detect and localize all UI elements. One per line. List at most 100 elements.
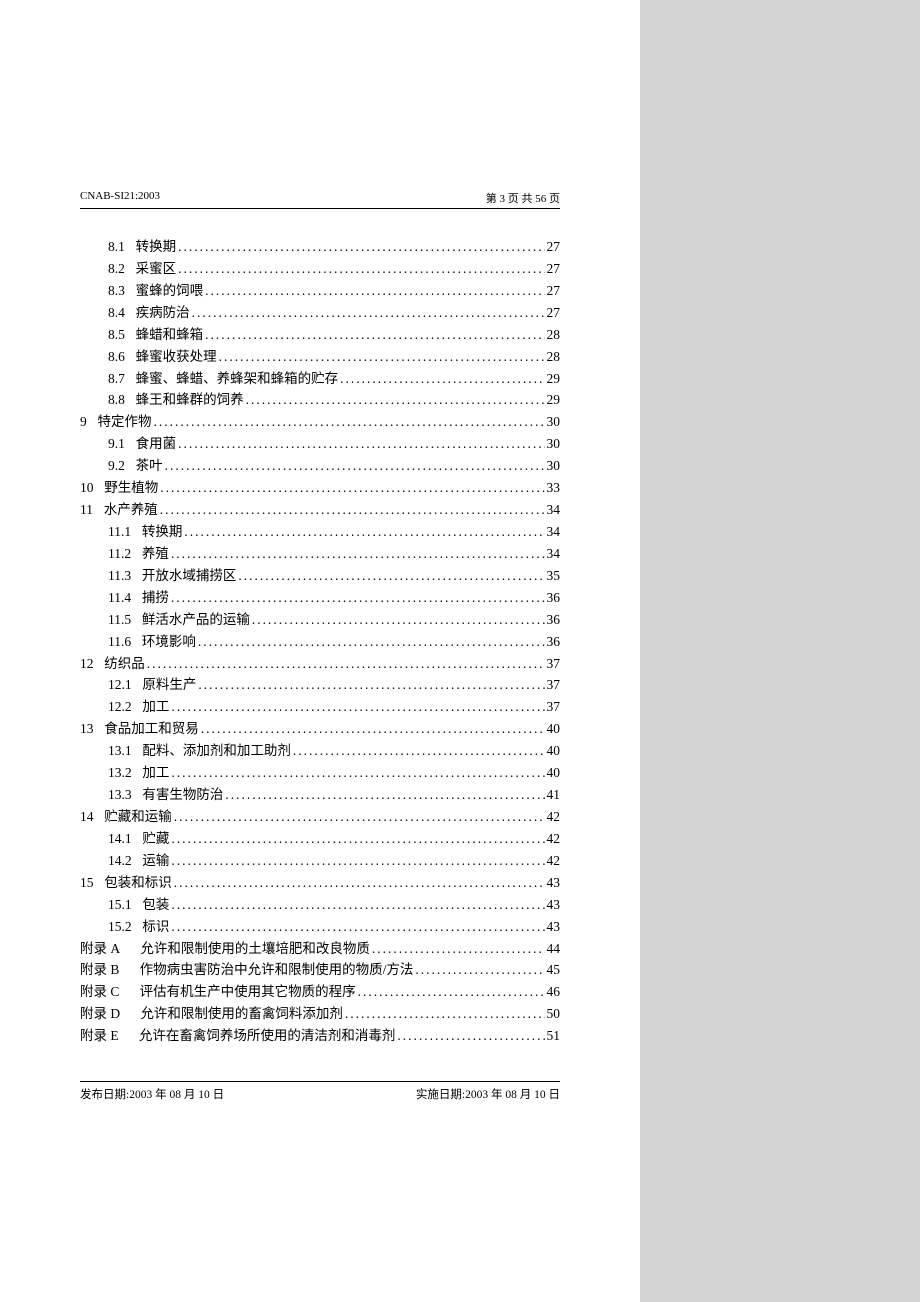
toc-entry-page: 42 [547, 807, 561, 828]
toc-leader-dots [174, 873, 545, 894]
toc-entry-page: 30 [547, 412, 561, 433]
toc-entry-number: 8.3 [108, 281, 125, 302]
toc-leader-dots [372, 939, 545, 960]
toc-entry-title: 加工 [142, 697, 169, 718]
toc-entry: 15.2标识43 [80, 917, 560, 938]
toc-entry: 11.4 捕捞 36 [80, 588, 560, 609]
toc-entry-page: 36 [547, 588, 561, 609]
toc-leader-dots [147, 654, 545, 675]
toc-entry-number: 12.2 [108, 697, 132, 718]
toc-leader-dots [184, 522, 544, 543]
toc-leader-dots [178, 259, 544, 280]
toc-entry-page: 33 [547, 478, 561, 499]
toc-entry-number: 13.3 [108, 785, 132, 806]
toc-entry-number: 8.8 [108, 390, 125, 411]
toc-entry-number: 11.6 [108, 632, 131, 653]
toc-entry-number: 14 [80, 807, 94, 828]
toc-entry-number: 8.5 [108, 325, 125, 346]
toc-entry: 附录 E允许在畜禽饲养场所使用的清洁剂和消毒剂51 [80, 1026, 560, 1047]
toc-entry-title: 包装 [142, 895, 169, 916]
toc-entry-title: 允许和限制使用的土壤培肥和改良物质 [140, 939, 370, 960]
toc-entry-title: 蜂蜡和蜂箱 [136, 325, 204, 346]
toc-entry-page: 37 [547, 697, 561, 718]
toc-entry: 11水产养殖34 [80, 500, 560, 521]
toc-entry: 12.2 加工 37 [80, 697, 560, 718]
toc-entry: 附录 D允许和限制使用的畜禽饲料添加剂50 [80, 1004, 560, 1025]
toc-entry: 11.3开放水域捕捞区35 [80, 566, 560, 587]
toc-entry-title: 采蜜区 [136, 259, 177, 280]
toc-leader-dots [205, 281, 544, 302]
document-page: CNAB-SI21:2003 第 3 页 共 56 页 8.1转换期278.2采… [0, 0, 640, 1302]
toc-leader-dots [293, 741, 545, 762]
toc-leader-dots [397, 1026, 544, 1047]
toc-entry: 9.1 食用菌 30 [80, 434, 560, 455]
toc-entry-title: 评估有机生产中使用其它物质的程序 [140, 982, 356, 1003]
toc-entry-title: 食品加工和贸易 [104, 719, 199, 740]
toc-entry-number: 11.4 [108, 588, 131, 609]
toc-entry-title: 开放水域捕捞区 [142, 566, 237, 587]
toc-entry: 附录 C评估有机生产中使用其它物质的程序46 [80, 982, 560, 1003]
toc-entry: 附录 A允许和限制使用的土壤培肥和改良物质44 [80, 939, 560, 960]
toc-entry-number: 15 [80, 873, 94, 894]
toc-leader-dots [340, 369, 544, 390]
toc-entry-page: 44 [547, 939, 561, 960]
toc-leader-dots [165, 456, 545, 477]
toc-entry-page: 30 [547, 434, 561, 455]
toc-leader-dots [238, 566, 544, 587]
toc-leader-dots [171, 851, 544, 872]
toc-entry-title: 环境影响 [142, 632, 196, 653]
toc-entry-number: 8.2 [108, 259, 125, 280]
toc-entry-page: 27 [547, 259, 561, 280]
toc-entry: 10野生植物33 [80, 478, 560, 499]
toc-entry-number: 附录 D [80, 1004, 120, 1025]
toc-entry: 13.2加工40 [80, 763, 560, 784]
toc-leader-dots [205, 325, 544, 346]
toc-entry-title: 食用菌 [136, 434, 177, 455]
toc-entry-number: 附录 E [80, 1026, 119, 1047]
toc-entry: 9.2茶叶30 [80, 456, 560, 477]
toc-entry-title: 水产养殖 [104, 500, 158, 521]
toc-entry-page: 50 [547, 1004, 561, 1025]
toc-entry-page: 42 [547, 829, 561, 850]
toc-entry-page: 27 [547, 281, 561, 302]
toc-entry-page: 37 [547, 675, 561, 696]
toc-leader-dots [358, 982, 545, 1003]
toc-entry-title: 疾病防治 [136, 303, 190, 324]
toc-entry-title: 茶叶 [136, 456, 163, 477]
toc-entry-page: 35 [547, 566, 561, 587]
toc-entry-title: 贮藏和运输 [104, 807, 172, 828]
toc-leader-dots [160, 500, 545, 521]
toc-entry-title: 包装和标识 [104, 873, 172, 894]
toc-entry-page: 43 [547, 895, 561, 916]
toc-entry-title: 捕捞 [142, 588, 169, 609]
toc-leader-dots [171, 895, 544, 916]
toc-entry: 11.2养殖34 [80, 544, 560, 565]
toc-entry-page: 46 [547, 982, 561, 1003]
toc-entry-page: 29 [547, 369, 561, 390]
toc-leader-dots [160, 478, 544, 499]
toc-entry: 13.3有害生物防治41 [80, 785, 560, 806]
toc-entry-page: 29 [547, 390, 561, 411]
toc-leader-dots [252, 610, 545, 631]
toc-leader-dots [246, 390, 545, 411]
toc-entry-number: 8.7 [108, 369, 125, 390]
toc-entry: 8.4疾病防治27 [80, 303, 560, 324]
toc-entry: 15.1包装43 [80, 895, 560, 916]
toc-entry-title: 蜂蜜、蜂蜡、养蜂架和蜂箱的贮存 [136, 369, 339, 390]
toc-entry: 11.1转换期34 [80, 522, 560, 543]
toc-entry-title: 纺织品 [104, 654, 145, 675]
publish-date: 发布日期:2003 年 08 月 10 日 [80, 1086, 224, 1102]
toc-entry: 12纺织品37 [80, 654, 560, 675]
toc-entry-number: 12.1 [108, 675, 132, 696]
toc-entry-number: 附录 B [80, 960, 119, 981]
toc-entry-number: 9.1 [108, 434, 125, 455]
toc-entry-page: 51 [547, 1026, 561, 1047]
toc-entry-page: 40 [547, 763, 561, 784]
toc-entry-title: 蜂王和蜂群的饲养 [136, 390, 244, 411]
toc-entry-page: 40 [547, 719, 561, 740]
page-number-info: 第 3 页 共 56 页 [486, 190, 560, 206]
table-of-contents: 8.1转换期278.2采蜜区278.3蜜蜂的饲喂278.4疾病防治278.5蜂蜡… [80, 237, 560, 1047]
toc-entry-page: 41 [547, 785, 561, 806]
toc-entry: 14.1贮藏42 [80, 829, 560, 850]
toc-entry-title: 配料、添加剂和加工助剂 [142, 741, 291, 762]
